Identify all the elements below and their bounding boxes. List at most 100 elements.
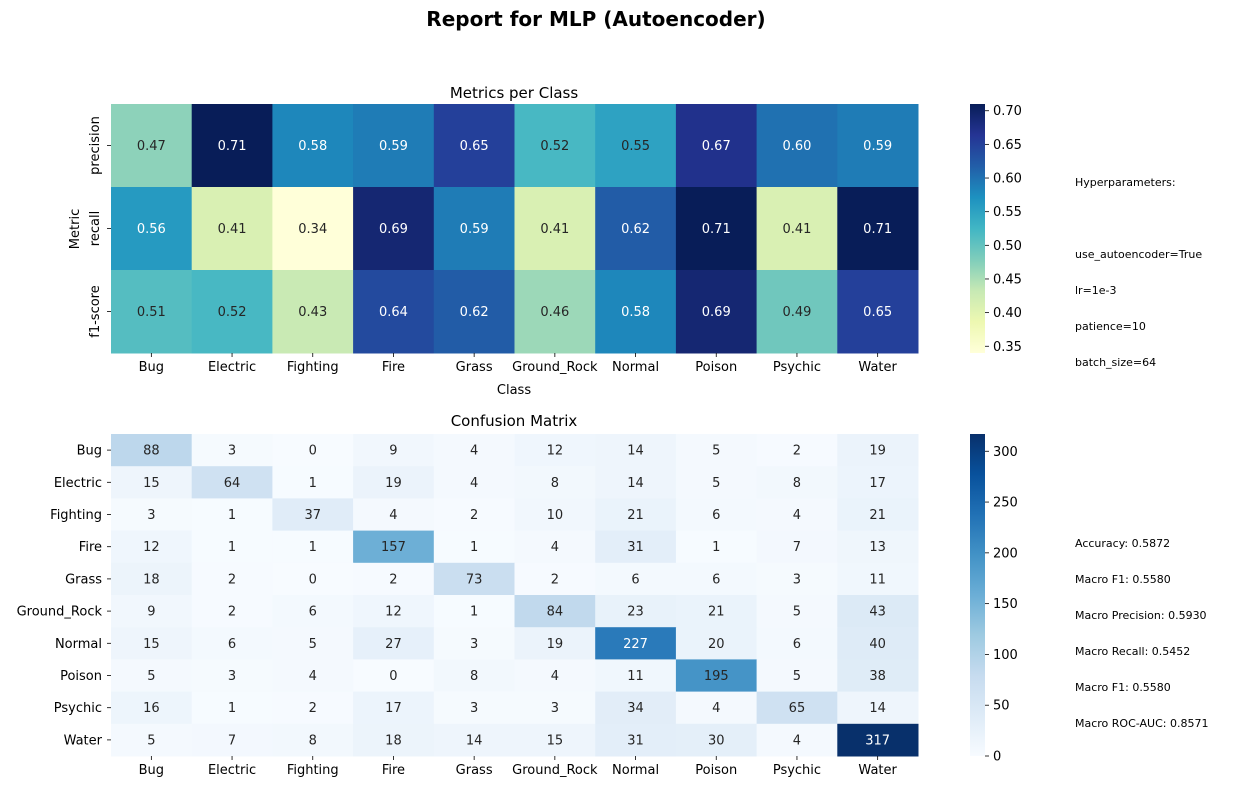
cell-label: 1 [470,605,478,620]
figure-title: Report for MLP (Autoencoder) [426,7,765,31]
heatmap-cell [191,434,273,467]
metrics-heatmap-ylabel: Metric [68,209,83,249]
cell-label: 4 [551,540,559,555]
y-tick-label: Water [64,733,103,748]
cell-label: 19 [385,476,402,491]
cell-label: 8 [470,669,478,684]
metrics-summary-line: Macro Precision: 0.5930 [1075,609,1207,622]
x-tick-label: Electric [208,360,256,375]
heatmap-cell [272,659,354,693]
cell-label: 37 [304,508,321,523]
cell-label: 17 [869,476,886,491]
cell-label: 4 [309,669,317,684]
confusion-colorbar: 0 50 100 150 200 250 300 [970,434,1018,765]
cell-label: 15 [143,637,160,652]
heatmap-cell [111,434,193,467]
hyperparameters-line [1075,213,1202,225]
cell-label: 31 [627,540,644,555]
y-tick-label: Normal [55,637,102,652]
heatmap-cell [514,498,596,532]
cell-label: 157 [381,540,406,555]
heatmap-cell [111,562,193,596]
heatmap-cell [433,434,515,467]
heatmap-cell [837,691,919,725]
cell-label: 0.71 [218,139,247,154]
colorbar-tick-label: 100 [993,648,1018,663]
cell-label: 0.58 [621,305,650,320]
cell-label: 5 [309,637,317,652]
cell-label: 23 [627,605,644,620]
cell-label: 0.49 [782,305,811,320]
colorbar-tick-label: 0.60 [993,172,1022,187]
metrics-summary-line: Macro ROC-AUC: 0.8571 [1075,717,1209,730]
cell-label: 1 [228,540,236,555]
cell-label: 0.58 [298,139,327,154]
cell-label: 227 [623,637,648,652]
cell-label: 0.62 [460,305,489,320]
cell-label: 0.71 [702,222,731,237]
heatmap-cell [675,187,758,271]
heatmap-cell [433,466,515,499]
heatmap-cell [756,723,838,757]
confusion-matrix-title: Confusion Matrix [451,412,578,430]
cell-label: 7 [228,733,236,748]
heatmap-cell [272,723,354,757]
heatmap-cell [514,104,596,188]
cell-label: 2 [389,572,397,587]
heatmap-cell [272,187,354,271]
cell-label: 15 [143,476,160,491]
hyperparameters-line: Hyperparameters: [1075,176,1176,189]
heatmap-cell [433,562,515,596]
colorbar-tick-label: 200 [993,546,1018,561]
cell-label: 3 [228,444,236,459]
metrics-colorbar: 0.35 0.40 0.45 0.50 0.55 0.60 0.65 0.70 [970,104,1022,355]
cell-label: 0.59 [379,139,408,154]
heatmap-cell [595,270,677,354]
heatmap-cell [353,434,435,467]
heatmap-cell [756,466,838,499]
heatmap-cell [837,562,919,596]
cell-label: 3 [147,508,155,523]
cell-label: 3 [470,701,478,716]
x-tick-label: Fire [382,763,405,778]
y-tick-label: Psychic [54,701,102,716]
y-tick-label: Grass [65,572,102,587]
x-tick-label: Normal [612,360,659,375]
cell-label: 40 [869,637,886,652]
cell-label: 10 [547,508,564,523]
heatmap-cell [675,530,758,564]
heatmap-cell [514,723,596,757]
cell-label: 195 [704,669,729,684]
cell-label: 0.69 [702,305,731,320]
x-tick-label: Grass [456,360,493,375]
heatmap-cell [514,270,596,354]
x-tick-label: Fighting [287,763,339,778]
x-tick-label: Water [858,763,897,778]
heatmap-cell [756,270,838,354]
cell-label: 31 [627,733,644,748]
cell-label: 14 [466,733,483,748]
heatmap-cell [675,627,758,660]
cell-label: 5 [712,444,720,459]
heatmap-cell [595,466,677,499]
cell-label: 2 [228,572,236,587]
heatmap-cell [595,434,677,467]
cell-label: 3 [793,572,801,587]
x-tick-label: Psychic [773,763,821,778]
cell-label: 4 [389,508,397,523]
heatmap-cell [191,659,273,693]
heatmap-cell [595,104,677,188]
heatmap-cell [353,104,435,188]
hyperparameters-line: use_autoencoder=True [1075,248,1203,261]
heatmap-cell [191,562,273,596]
heatmap-cell [353,691,435,725]
cell-label: 5 [793,605,801,620]
cell-label: 14 [627,444,644,459]
heatmap-cell [514,466,596,499]
cell-label: 0.56 [137,222,166,237]
heatmap-cell [756,595,838,628]
heatmap-cell [353,595,435,628]
heatmap-cell [595,498,677,532]
cell-label: 7 [793,540,801,555]
cell-label: 0 [389,669,397,684]
